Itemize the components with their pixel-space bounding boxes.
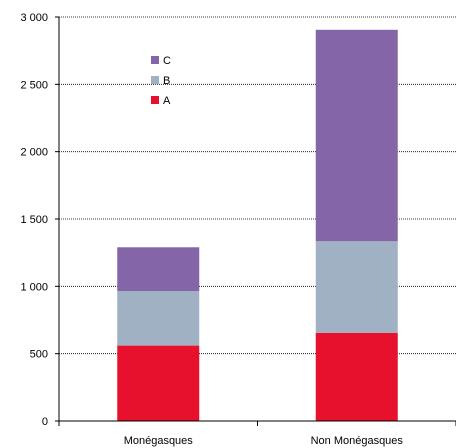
- y-tick-label: 3 000: [20, 12, 48, 24]
- bar-segment-a: [315, 332, 398, 421]
- y-tick-label: 500: [30, 349, 48, 361]
- legend-label: A: [163, 95, 171, 107]
- x-category-labels: Monégasques Non Monégasques: [124, 435, 404, 447]
- bar-segment-c: [117, 247, 200, 292]
- bar-segment-b: [117, 291, 200, 346]
- axes: [55, 16, 456, 426]
- y-tick-label: 1 500: [20, 214, 48, 226]
- y-tick-label: 0: [42, 416, 48, 428]
- legend-label: C: [163, 55, 171, 67]
- y-tick-label: 2 500: [20, 79, 48, 91]
- legend-swatch-a: [151, 96, 159, 104]
- legend-swatch-c: [151, 56, 159, 64]
- x-category-label: Monégasques: [124, 435, 194, 447]
- legend: CBA: [151, 55, 171, 107]
- y-tick-labels: 0 500 1 000 1 500 2 000 2 500 3 000: [20, 12, 48, 428]
- y-tick-label: 2 000: [20, 147, 48, 159]
- y-tick-label: 1 000: [20, 281, 48, 293]
- bar-segment-b: [315, 241, 398, 333]
- legend-label: B: [163, 75, 170, 87]
- bars: [117, 29, 398, 421]
- x-category-label: Non Monégasques: [311, 435, 404, 447]
- legend-swatch-b: [151, 76, 159, 84]
- bar-segment-c: [315, 29, 398, 242]
- bar-segment-a: [117, 345, 200, 421]
